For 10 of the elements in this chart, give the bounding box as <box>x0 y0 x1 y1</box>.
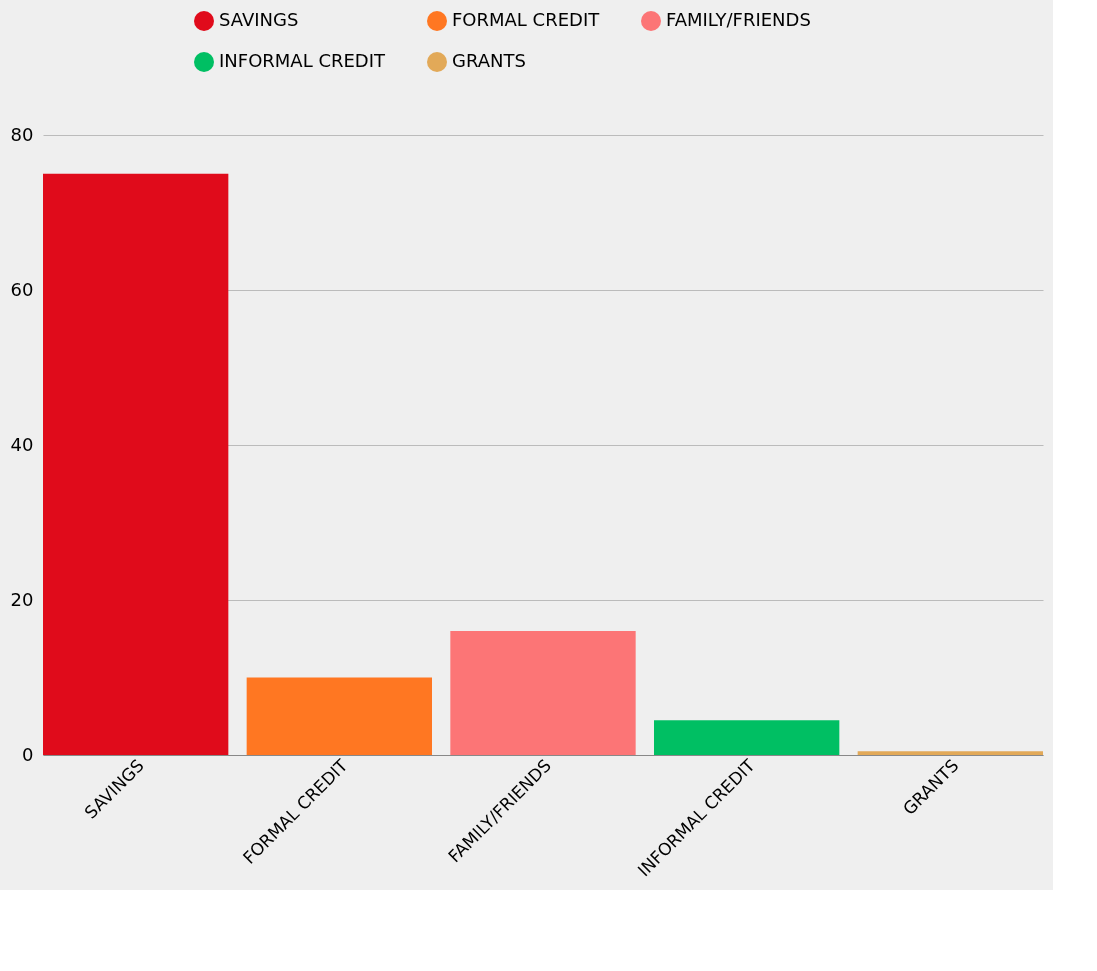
y-tick-label: 20 <box>10 588 34 610</box>
legend-label: INFORMAL CREDIT <box>219 50 387 71</box>
legend-label: FORMAL CREDIT <box>452 9 601 30</box>
y-tick-label: 0 <box>22 743 34 765</box>
legend-label: SAVINGS <box>219 9 299 30</box>
y-tick-label: 60 <box>10 278 34 300</box>
y-tick-label: 80 <box>10 123 34 145</box>
legend-label: FAMILY/FRIENDS <box>666 9 811 30</box>
y-tick-label: 40 <box>10 433 34 455</box>
legend-label: GRANTS <box>452 50 526 71</box>
